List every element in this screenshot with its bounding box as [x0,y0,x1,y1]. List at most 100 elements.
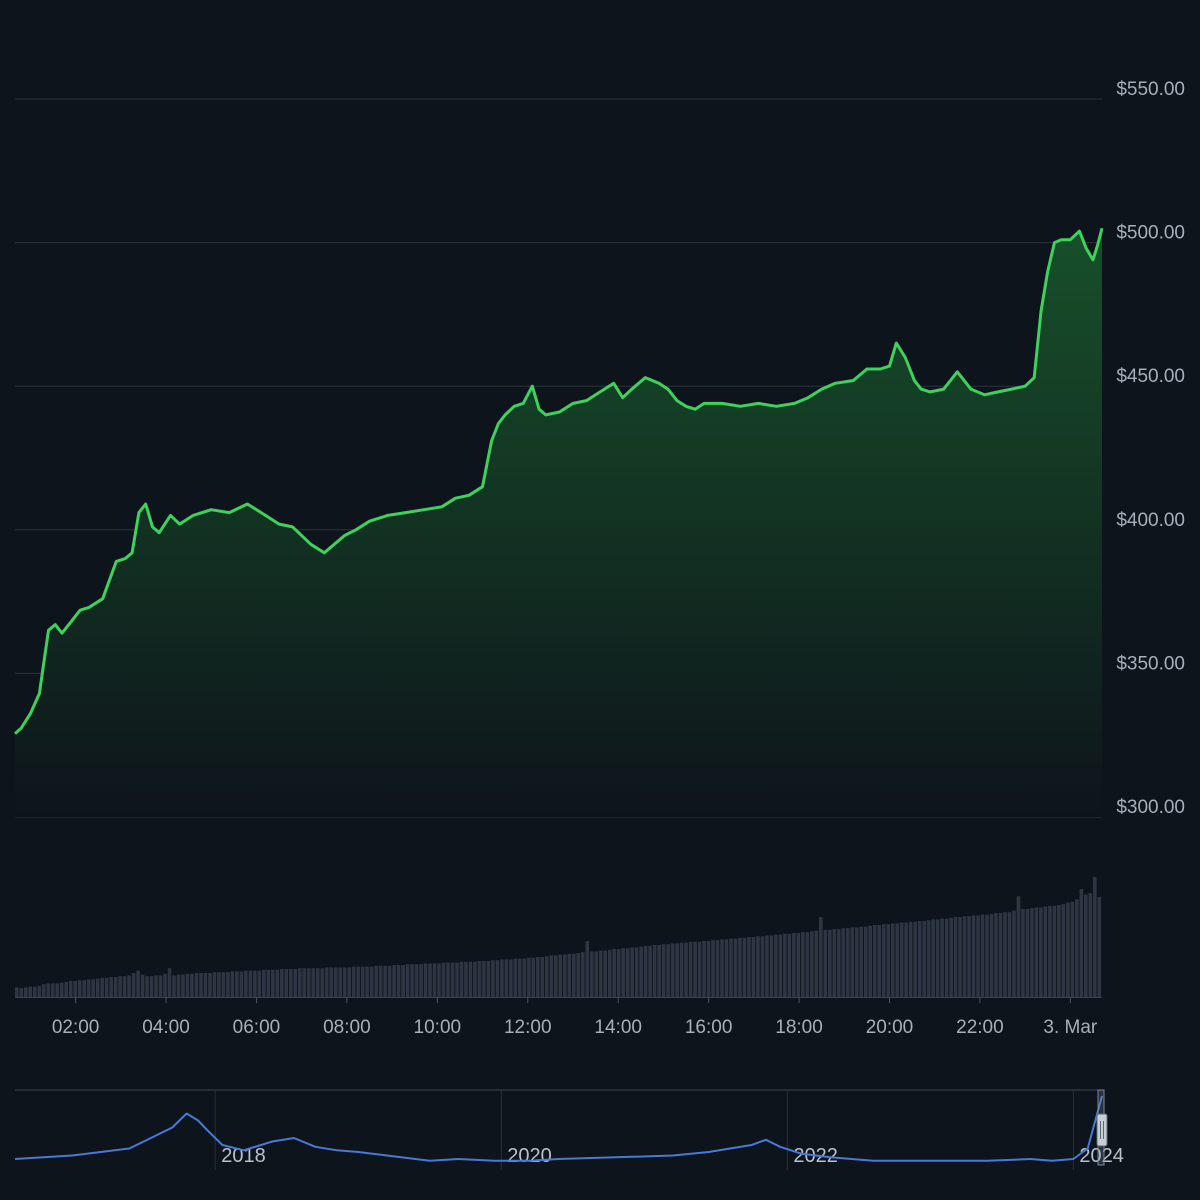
navigator-tick-label: 2020 [507,1145,551,1167]
volume-bar [374,965,378,997]
volume-bar [908,921,913,997]
volume-bar [181,974,185,997]
volume-bar [760,936,765,997]
volume-bar [554,955,558,997]
price-area-layer [13,227,1104,817]
volume-bar [868,925,873,997]
volume-bar [585,941,590,997]
volume-bar [733,938,738,997]
volume-bar [796,933,801,997]
volume-bar [616,949,621,997]
volume-bar [1012,910,1016,997]
volume-bar [500,959,504,997]
volume-bar [1043,906,1048,997]
volume-bar [68,981,73,997]
volume-bar [306,968,311,997]
volume-bar [571,953,576,997]
volume-bar [163,973,167,997]
volume-bar [805,932,810,997]
volume-bar [841,928,846,997]
volume-bar [266,969,271,997]
volume-bar [100,977,104,997]
volume-bar [666,944,670,997]
volume-bar [1039,907,1043,997]
navigator-tick-label: 2024 [1079,1145,1124,1167]
volume-bar [527,957,531,997]
volume-bar [495,960,500,997]
volume-bar [1021,909,1025,997]
x-tick-label: 08:00 [323,1017,371,1038]
volume-bar [612,949,616,997]
volume-bar [998,913,1003,997]
volume-bar [971,915,976,997]
volume-bar [962,916,967,997]
volume-bar [823,929,828,997]
volume-bar [567,953,572,997]
volume-bar [657,945,661,997]
volume-bar [176,974,181,997]
volume-bar [940,918,944,997]
volume-bar [697,941,702,997]
volume-bar [239,971,244,997]
volume-bar [702,941,706,997]
volume-bar [1075,899,1079,997]
volume-bar [145,976,149,997]
volume-bar [455,962,459,997]
volume-bar [41,984,46,997]
volume-bar [706,941,711,997]
volume-bar [257,970,262,997]
y-tick-label: $300.00 [1116,797,1185,818]
volume-bar [886,924,890,997]
volume-bar [607,949,612,997]
volume-bar [154,975,158,997]
volume-bar [549,955,554,997]
volume-bar [50,983,55,997]
volume-bar [643,945,648,997]
volume-bar [576,953,581,997]
volume-bar [958,917,962,997]
volume-bar [747,937,751,997]
volume-bar [1025,909,1030,997]
volume-bar [926,920,931,997]
volume-bar [621,948,625,997]
volume-bar [320,968,325,997]
volume-bar [881,924,886,997]
y-tick-label: $450.00 [1116,366,1185,387]
volume-bar [895,923,899,997]
volume-bar [904,922,908,997]
volume-bar [284,969,289,997]
x-tick-label: 20:00 [866,1017,914,1038]
volume-bar [558,954,563,997]
volume-bar [293,969,298,997]
volume-bar [315,968,320,997]
volume-bar [985,914,989,997]
volume-bar [203,973,208,997]
volume-bar [118,976,122,997]
volume-bar [1030,908,1034,997]
volume-bar [594,951,599,997]
volume-bar [787,933,792,997]
volume-bar [1093,877,1097,997]
volume-bar [302,968,307,997]
volume-bar [356,966,360,997]
volume-bar [545,956,549,997]
volume-bar [949,917,953,997]
volume-bar [491,960,495,997]
navigator-tick-label: 2018 [221,1145,266,1167]
price-line [13,227,1104,735]
volume-bar [738,937,742,997]
volume-bar [77,980,82,997]
volume-bar [437,963,441,997]
volume-bar [652,945,657,997]
volume-bar [670,943,675,997]
volume-bar [131,973,136,997]
navigator-handle[interactable] [1096,1113,1108,1147]
volume-bar [91,979,95,997]
volume-bar [342,967,347,997]
volume-bar [217,972,221,997]
y-tick-label: $400.00 [1116,510,1185,531]
navigator[interactable]: 2018202020222024 [14,1089,1124,1170]
volume-bar [598,950,603,997]
volume-bar [509,959,513,997]
